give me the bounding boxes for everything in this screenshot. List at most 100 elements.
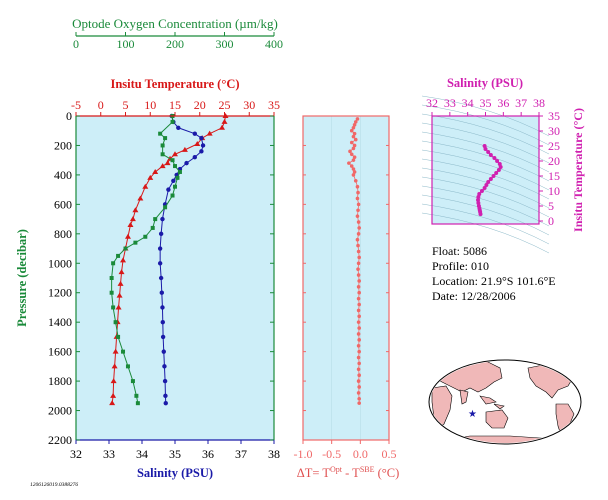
ts-salinity-tick-label: 32 [426, 96, 438, 110]
profile-plot-area [76, 116, 274, 440]
pressure-tick-label: 1400 [48, 315, 72, 329]
oxygen-point [143, 234, 148, 239]
ts-salinity-tick-label: 36 [497, 96, 509, 110]
delta-t-point [351, 158, 356, 162]
ts-salinity-tick-label: 35 [480, 96, 492, 110]
delta-t-point [355, 214, 360, 218]
ts-salinity-axis-title: Salinity (PSU) [447, 76, 523, 90]
oxygen-point [116, 253, 121, 258]
ts-point [482, 144, 487, 148]
delta-t-point [356, 308, 361, 313]
delta-t-point [355, 117, 360, 121]
delta-t-point [356, 367, 361, 372]
temperature-tick-label: 10 [144, 98, 156, 112]
salinity-tick-label: 36 [202, 447, 214, 461]
salinity-point [157, 246, 163, 251]
delta-t-point [349, 164, 354, 168]
temperature-axis-title: Insitu Temperature (°C) [110, 77, 239, 91]
delta-t-point [355, 184, 360, 189]
delta-t-point [357, 290, 361, 295]
temperature-point [164, 160, 171, 166]
temperature-tick-label: -5 [71, 98, 81, 112]
ts-point [476, 204, 481, 208]
salinity-point [158, 231, 164, 237]
ts-density-contour [421, 185, 550, 227]
ts-point [482, 186, 487, 190]
delta-t-point [353, 137, 358, 142]
delta-t-point [351, 173, 356, 177]
ts-point [496, 168, 501, 172]
oxygen-point [113, 320, 118, 325]
oxygen-point [163, 205, 168, 210]
temperature-tick-label: 35 [268, 98, 280, 112]
ts-point [476, 195, 481, 199]
temperature-point [142, 183, 149, 189]
delta-t-point [349, 140, 354, 145]
oxygen-point [170, 119, 175, 124]
ts-temperature-tick-label: 0 [548, 214, 554, 228]
delta-t-point [352, 143, 357, 148]
delta-t-frame [302, 115, 390, 441]
temperature-point [116, 292, 123, 298]
delta-t-point [356, 220, 361, 224]
salinity-point [162, 378, 168, 384]
oxygen-point [177, 169, 182, 174]
temperature-tick-label: 0 [98, 98, 104, 112]
oxygen-point [109, 276, 114, 280]
oxygen-tick-label: 200 [166, 37, 184, 51]
ts-point [477, 192, 482, 196]
oxygen-point [121, 349, 126, 354]
salinity-tick-label: 33 [103, 447, 115, 461]
salinity-point [160, 305, 165, 310]
delta-t-point [357, 314, 361, 319]
delta-t-point [347, 161, 351, 165]
delta-t-point [356, 273, 361, 277]
salinity-point [176, 125, 181, 130]
delta-t-plot-area [303, 116, 389, 440]
salinity-point [184, 160, 189, 166]
delta-t-point [357, 302, 361, 307]
delta-t-point [357, 349, 361, 354]
delta-t-point [352, 131, 357, 136]
ts-temperature-axis-title: Insitu Temperature (°C) [571, 108, 585, 232]
oxygen-point [170, 158, 175, 163]
delta-t-point [356, 296, 361, 301]
delta-t-point [357, 385, 361, 389]
oxygen-point [153, 217, 158, 222]
delta-t-tick-label: -1.0 [294, 447, 313, 461]
temperature-point [112, 348, 119, 354]
delta-t-point [357, 226, 361, 230]
delta-t-point [351, 146, 356, 151]
ts-temperature-tick-label: 5 [548, 199, 554, 213]
ts-temperature-tick-label: 10 [548, 184, 560, 198]
ts-point [484, 183, 489, 187]
oxygen-point [173, 184, 177, 189]
ts-point [494, 171, 499, 175]
oxygen-point [116, 334, 121, 339]
delta-t-point [357, 396, 361, 401]
ts-density-contour [421, 203, 550, 245]
salinity-point [159, 290, 164, 295]
salinity-point [166, 187, 171, 192]
delta-t-point [357, 279, 361, 283]
temperature-point [110, 392, 117, 398]
temperature-point [111, 363, 118, 369]
delta-t-point [349, 128, 354, 133]
temperature-point [181, 146, 188, 152]
temperature-point [159, 163, 166, 169]
pressure-tick-label: 400 [54, 168, 72, 182]
delta-t-point [351, 167, 356, 171]
ts-density-contour [421, 95, 550, 137]
pressure-axis-title: Pressure (decibar) [15, 229, 29, 327]
salinity-point [163, 400, 168, 406]
ts-salinity-tick-label: 37 [515, 96, 527, 110]
salinity-point [171, 178, 176, 183]
oxygen-point [135, 401, 140, 406]
profile-number: Profile: 010 [432, 259, 489, 273]
float-location-marker: ★ [468, 409, 477, 420]
temperature-tick-label: 30 [243, 98, 255, 112]
salinity-point [161, 349, 166, 354]
pressure-tick-label: 800 [54, 227, 72, 241]
delta-t-point [355, 237, 360, 242]
